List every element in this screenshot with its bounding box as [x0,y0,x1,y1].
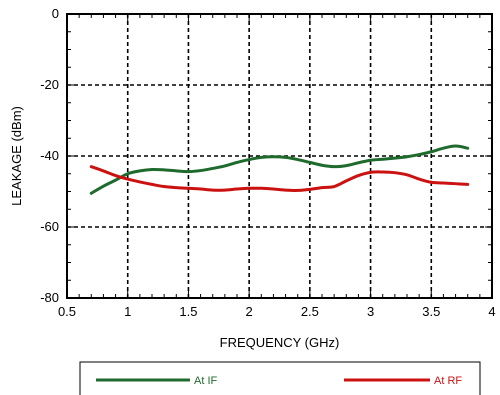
legend: At IF At RF [79,361,481,395]
x-tick-label: 1 [124,304,131,319]
x-tick-label: 2.5 [301,304,319,319]
legend-label-at-rf: At RF [434,375,462,387]
series-line-at-rf [89,165,470,192]
legend-label-at-if: At IF [194,375,218,387]
series-lines [89,144,470,195]
x-tick-label: 2 [246,304,253,319]
y-tick-label: -80 [40,290,59,305]
y-axis-title: LEAKAGE (dBm) [9,106,24,206]
x-tick-label: 3.5 [422,304,440,319]
y-tick-label: -60 [40,219,59,234]
tick-labels: 0.5 1 1.5 2 2.5 3 3.5 4 -80 -60 -40 -20 0 [40,6,495,319]
series-line-at-if [89,144,470,195]
x-tick-label: 3 [367,304,374,319]
y-tick-label: 0 [52,6,59,21]
x-tick-label: 0.5 [58,304,76,319]
axis-ticks [66,13,493,299]
x-tick-label: 1.5 [179,304,197,319]
y-tick-label: -20 [40,77,59,92]
x-tick-label: 4 [488,304,495,319]
y-tick-label: -40 [40,148,59,163]
x-axis-title: FREQUENCY (GHz) [220,335,340,350]
